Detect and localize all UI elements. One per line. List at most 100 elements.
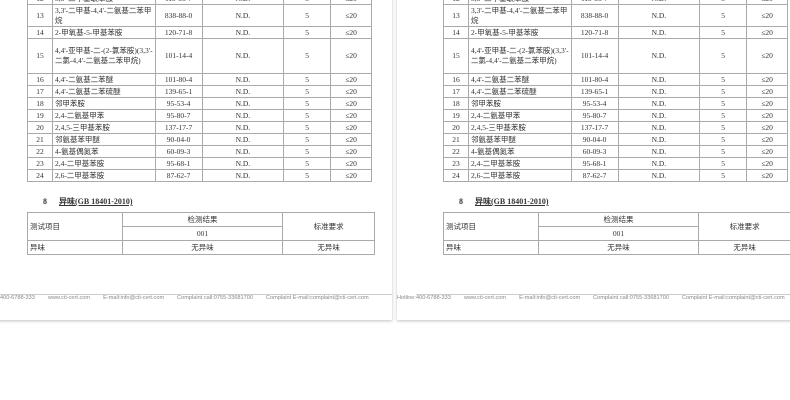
cell-substance: 2-甲氧基-5-甲基苯胺 [51, 26, 156, 39]
cell-substance: 3,3'-二甲基-4,4'-二氨基二苯甲烷 [51, 4, 156, 27]
cell-cas-no: 60-09-3 [154, 145, 203, 158]
odor-table: 测试项目 检测结果 标准要求 001 异味 无异味 无异味 [443, 212, 790, 255]
cell-result: N.D. [201, 26, 285, 39]
section-heading: 8 异味(GB 18401-2010) [43, 196, 133, 207]
footer-website[interactable]: www.cti-cert.com [463, 295, 507, 301]
cell-number: 13 [443, 4, 469, 27]
cell-result: N.D. [201, 169, 285, 182]
table-row: 22 4-氨基偶氮苯 60-09-3 N.D. 5 ≤20 [443, 145, 788, 158]
cell-result: N.D. [617, 4, 701, 27]
cell-requirement: ≤20 [330, 97, 372, 110]
cell-detection-limit: 5 [699, 73, 748, 86]
cell-substance: 2,4-二甲基苯胺 [51, 157, 156, 170]
footer-complaint-email[interactable]: Complaint E-mail:complaint@cti-cert.com [682, 295, 785, 301]
cell-result: N.D. [617, 97, 701, 110]
table-row: 15 4,4'-亚甲基-二-(2-氯苯胺)(3,3'-二氯-4,4'-二氨基二苯甲… [27, 38, 372, 74]
cell-requirement: ≤20 [330, 121, 372, 134]
cell-requirement: ≤20 [330, 38, 372, 74]
footer-divider [0, 294, 392, 295]
cell-detection-limit: 5 [699, 157, 748, 170]
cell-cas-no: 137-17-7 [154, 121, 203, 134]
cell-cas-no: 87-62-7 [154, 169, 203, 182]
footer-complaint-email[interactable]: Complaint E-mail:complaint@cti-cert.com [266, 295, 369, 301]
cell-requirement: ≤20 [746, 4, 788, 27]
table-row: 13 3,3'-二甲基-4,4'-二氨基二苯甲烷 838-88-0 N.D. 5 ≤20 [27, 4, 372, 27]
cell-result: N.D. [201, 133, 285, 146]
cell-cas-no: 101-80-4 [154, 73, 203, 86]
header-requirement: 标准要求 [282, 212, 375, 241]
table-row: 24 2,6-二甲基苯胺 87-62-7 N.D. 5 ≤20 [27, 169, 372, 182]
table-row: 14 2-甲氧基-5-甲基苯胺 120-71-8 N.D. 5 ≤20 [27, 26, 372, 39]
footer-website[interactable]: www.cti-cert.com [47, 295, 91, 301]
cell-number: 24 [27, 169, 53, 182]
cell-cas-no: 60-09-3 [570, 145, 619, 158]
cell-result: N.D. [201, 121, 285, 134]
cell-detection-limit: 5 [699, 145, 748, 158]
cell-number: 20 [27, 121, 53, 134]
cell-substance: 邻氨基苯甲醚 [467, 133, 572, 146]
section-title: 异味(GB 18401-2010) [59, 197, 133, 206]
cell-number: 13 [27, 4, 53, 27]
cell-result: N.D. [617, 121, 701, 134]
cell-requirement: ≤20 [330, 4, 372, 27]
table-row: 14 2-甲氧基-5-甲基苯胺 120-71-8 N.D. 5 ≤20 [443, 26, 788, 39]
table-row: 13 3,3'-二甲基-4,4'-二氨基二苯甲烷 838-88-0 N.D. 5 ≤20 [443, 4, 788, 27]
cell-result: N.D. [617, 38, 701, 74]
cell-number: 15 [27, 38, 53, 74]
cell-cas-no: 838-88-0 [154, 4, 203, 27]
cell-requirement: ≤20 [330, 73, 372, 86]
cell-number: 17 [443, 85, 469, 98]
footer-hotline: Hotline:400-6788-333 [0, 295, 35, 301]
cell-requirement: ≤20 [746, 85, 788, 98]
cell-substance: 3,3'-二甲基-4,4'-二氨基二苯甲烷 [467, 4, 572, 27]
cell-requirement: 无异味 [698, 240, 790, 255]
cell-cas-no: 137-17-7 [570, 121, 619, 134]
cell-substance: 4-氨基偶氮苯 [51, 145, 156, 158]
cell-cas-no: 95-68-1 [154, 157, 203, 170]
cell-cas-no: 139-65-1 [570, 85, 619, 98]
cell-result: N.D. [201, 157, 285, 170]
cell-detection-limit: 5 [283, 26, 332, 39]
cell-cas-no: 101-80-4 [570, 73, 619, 86]
cell-detection-limit: 5 [283, 4, 332, 27]
cell-detection-limit: 5 [283, 38, 332, 74]
cell-requirement: ≤20 [330, 157, 372, 170]
cell-requirement: ≤20 [746, 109, 788, 122]
cell-detection-limit: 5 [699, 4, 748, 27]
cell-cas-no: 120-71-8 [570, 26, 619, 39]
cell-result: N.D. [617, 109, 701, 122]
cell-number: 22 [443, 145, 469, 158]
cell-cas-no: 95-53-4 [154, 97, 203, 110]
cell-cas-no: 95-68-1 [570, 157, 619, 170]
cell-detection-limit: 5 [699, 133, 748, 146]
cell-cas-no: 87-62-7 [570, 169, 619, 182]
table-row: 16 4,4'-二氨基二苯醚 101-80-4 N.D. 5 ≤20 [27, 73, 372, 86]
cell-item: 异味 [27, 240, 123, 255]
cell-result: N.D. [617, 85, 701, 98]
table-row: 20 2,4,5-三甲基苯胺 137-17-7 N.D. 5 ≤20 [443, 121, 788, 134]
cell-number: 14 [27, 26, 53, 39]
cell-cas-no: 95-80-7 [154, 109, 203, 122]
cell-number: 14 [443, 26, 469, 39]
cell-result: N.D. [201, 38, 285, 74]
cell-requirement: ≤20 [746, 169, 788, 182]
footer-complaint-call: Complaint call:0755-33681700 [177, 295, 253, 301]
cell-requirement: ≤20 [330, 133, 372, 146]
amine-results-table: 123,3'-二甲基联苯胺119-93-7N.D.5≤20133,3'-二甲基-… [27, 0, 372, 182]
cell-detection-limit: 5 [699, 85, 748, 98]
cell-number: 16 [27, 73, 53, 86]
cell-cas-no: 95-80-7 [570, 109, 619, 122]
cell-number: 24 [443, 169, 469, 182]
cell-requirement: 无异味 [282, 240, 375, 255]
footer-email[interactable]: E-mail:info@cti-cert.com [519, 295, 581, 301]
cell-cas-no: 838-88-0 [570, 4, 619, 27]
footer-email[interactable]: E-mail:info@cti-cert.com [103, 295, 165, 301]
section-title: 异味(GB 18401-2010) [475, 197, 549, 206]
cell-number: 22 [27, 145, 53, 158]
table-row: 23 2,4-二甲基苯胺 95-68-1 N.D. 5 ≤20 [443, 157, 788, 170]
footer-hotline: Hotline:400-6788-333 [397, 295, 451, 301]
cell-result: N.D. [617, 145, 701, 158]
cell-substance: 2,4,5-三甲基苯胺 [467, 121, 572, 134]
cell-detection-limit: 5 [699, 38, 748, 74]
cell-substance: 2-甲氧基-5-甲基苯胺 [467, 26, 572, 39]
